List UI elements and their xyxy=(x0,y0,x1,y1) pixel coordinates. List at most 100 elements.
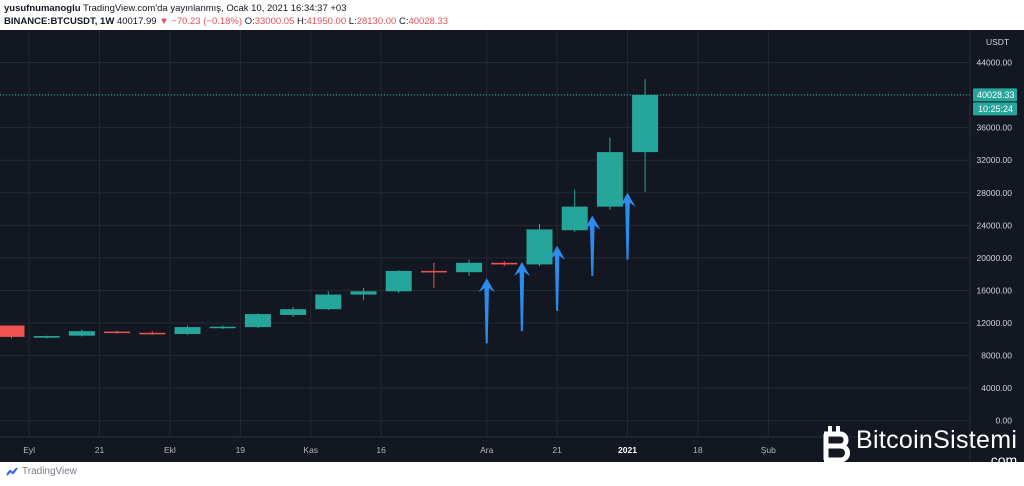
brand-text: BitcoinSistemi .com xyxy=(856,427,1017,467)
candle-down xyxy=(491,261,518,267)
candle-up xyxy=(561,189,588,232)
candle-up xyxy=(68,329,95,337)
candle-up xyxy=(280,306,307,317)
candles-layer xyxy=(0,79,659,339)
candle-up xyxy=(350,288,377,301)
candle-up xyxy=(456,259,483,276)
candle-body xyxy=(244,314,271,328)
candle-body xyxy=(420,270,447,273)
up-arrow-icon xyxy=(549,245,566,311)
arrows-layer xyxy=(478,192,636,344)
high-value: 41950.00 xyxy=(306,16,347,27)
candle-body xyxy=(561,206,588,231)
publish-info: yusufnumanoglu TradingView.com'da yayınl… xyxy=(4,3,347,14)
x-tick-label: Kas xyxy=(303,445,318,455)
candle-body xyxy=(139,332,166,335)
price-scale-background xyxy=(970,30,1024,462)
x-tick-label: 21 xyxy=(552,445,562,455)
grid-lines xyxy=(0,30,970,437)
currency-label: USDT xyxy=(986,37,1009,47)
candle-body xyxy=(68,331,95,336)
candle-down xyxy=(0,325,25,339)
x-tick-label: 2021 xyxy=(618,445,637,455)
candle-body xyxy=(632,94,659,153)
y-tick-label: 36000.00 xyxy=(977,123,1013,133)
y-tick-label: 44000.00 xyxy=(977,58,1013,68)
up-arrow-icon xyxy=(584,215,601,276)
candle-down xyxy=(420,262,447,289)
y-tick-label: 28000.00 xyxy=(977,188,1013,198)
close-label: C: xyxy=(398,16,409,27)
ohlc-legend: BINANCE:BTCUSDT, 1W 40017.99 ▼ −70.23 (−… xyxy=(4,16,448,27)
y-tick-label: 24000.00 xyxy=(977,220,1013,230)
close-value: 40028.33 xyxy=(408,16,449,27)
brand-name: BitcoinSistemi xyxy=(856,426,1018,454)
symbol-label[interactable]: BINANCE:BTCUSDT, 1W xyxy=(4,16,115,27)
tradingview-icon xyxy=(6,466,18,476)
up-arrow-icon xyxy=(478,278,495,344)
candle-up xyxy=(33,335,60,339)
last-price-tag: 40028.33 10:25:24 xyxy=(973,88,1017,116)
x-tick-label: 16 xyxy=(376,445,386,455)
candle-up xyxy=(596,137,623,210)
candle-body xyxy=(315,294,342,310)
candle-body xyxy=(280,309,307,315)
bitcoinsistemi-watermark: BitcoinSistemi .com xyxy=(816,424,1017,470)
x-tick-label: Ara xyxy=(480,445,494,455)
y-tick-label: 4000.00 xyxy=(981,383,1012,393)
x-tick-label: Eyl xyxy=(23,445,35,455)
low-value: 28130.00 xyxy=(356,16,397,27)
candle-body xyxy=(385,270,412,292)
up-arrow-icon xyxy=(513,261,530,332)
footer-bar xyxy=(0,462,1024,486)
candle-body xyxy=(491,262,518,265)
candle-down xyxy=(139,331,166,335)
y-tick-label: 20000.00 xyxy=(977,253,1013,263)
chart-header: yusufnumanoglu TradingView.com'da yayınl… xyxy=(0,0,1024,30)
x-tick-label: 18 xyxy=(693,445,703,455)
y-tick-label: 16000.00 xyxy=(977,285,1013,295)
tradingview-logo-text: TradingView xyxy=(22,466,78,477)
plot-background xyxy=(0,30,970,462)
y-tick-label: 0.00 xyxy=(995,416,1012,426)
y-tick-label: 8000.00 xyxy=(981,351,1012,361)
author-name[interactable]: yusufnumanoglu xyxy=(4,3,81,14)
brand-suffix: .com xyxy=(986,452,1018,468)
candle-body xyxy=(33,336,60,338)
candle-up xyxy=(174,325,201,335)
time-axis[interactable]: Eyl 21 Ekl 19 Kas 16 Ara 21 2021 18 Şub xyxy=(23,445,776,455)
tradingview-logo[interactable]: TradingView xyxy=(6,466,77,477)
candle-body xyxy=(209,326,236,329)
candle-body xyxy=(0,325,25,337)
x-tick-label: Şub xyxy=(761,445,776,455)
candle-up xyxy=(385,270,412,293)
price-tag-background xyxy=(973,88,1017,102)
open-value: 33000.05 xyxy=(254,16,295,27)
last-price: 40017.99 xyxy=(116,16,157,27)
candle-body xyxy=(104,331,131,334)
candle-down xyxy=(104,330,131,334)
low-label: L: xyxy=(348,16,357,27)
candle-up xyxy=(209,325,236,330)
candle-up xyxy=(315,291,342,311)
candle-body xyxy=(596,152,623,207)
x-tick-label: 21 xyxy=(95,445,105,455)
publish-text: TradingView.com'da yayınlanmış, Ocak 10,… xyxy=(83,3,347,14)
price-change: −70.23 (−0.18%) xyxy=(171,16,243,27)
high-label: H: xyxy=(296,16,307,27)
candle-up xyxy=(632,79,659,192)
down-triangle-icon: ▼ xyxy=(159,16,169,27)
countdown-value: 10:25:24 xyxy=(978,104,1013,114)
candle-up xyxy=(526,223,553,267)
countdown-background xyxy=(973,102,1017,116)
up-arrow-icon xyxy=(619,192,636,260)
candle-body xyxy=(526,229,553,265)
candle-body xyxy=(174,327,201,335)
x-tick-label: Ekl xyxy=(164,445,176,455)
bitcoin-icon xyxy=(823,426,850,468)
candle-up xyxy=(244,313,271,328)
candle-body xyxy=(350,291,377,295)
price-chart[interactable]: 0.00 4000.00 8000.00 12000.00 16000.00 20000.… xyxy=(0,30,1024,462)
x-tick-label: 19 xyxy=(236,445,246,455)
y-tick-label: 32000.00 xyxy=(977,155,1013,165)
